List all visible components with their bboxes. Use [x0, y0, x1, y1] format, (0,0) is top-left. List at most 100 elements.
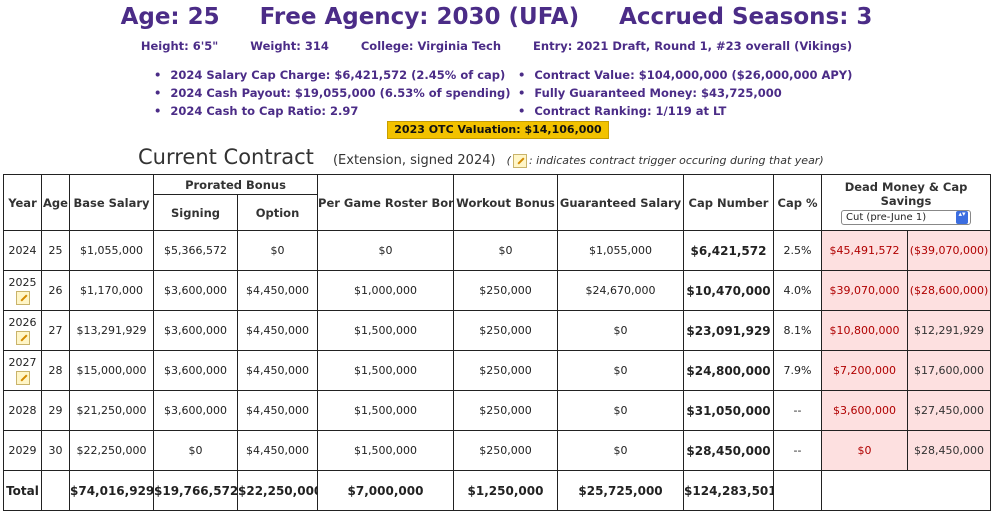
row-cap-pct: -- [773, 430, 823, 471]
row-roster-bonus: $1,000,000 [317, 270, 455, 311]
contract-heading: Current Contract (Extension, signed 2024… [138, 145, 824, 169]
header-signing: Signing [153, 194, 238, 231]
row-base-salary: $13,291,929 [69, 310, 154, 351]
row-dead-money: $3,600,000 [821, 390, 909, 431]
header-year: Year [3, 174, 42, 231]
college-stat: College: Virginia Tech [360, 39, 502, 53]
total-dead [821, 470, 992, 511]
header-prorated-bonus: Prorated Bonus [152, 174, 319, 195]
row-cap-savings: ($39,070,000) [907, 230, 992, 271]
row-year: 2026 [3, 310, 42, 351]
free-agency-stat: Free Agency: 2030 (UFA) [259, 4, 580, 30]
table-row: 2026 27 $13,291,929 $3,600,000 $4,450,000 $1,… [3, 310, 992, 351]
dead-money-scenario-select[interactable]: Cut (pre-June 1) [841, 210, 972, 225]
row-cap-number: $28,450,000 [683, 430, 775, 471]
row-cap-pct: -- [773, 390, 823, 431]
row-option-bonus: $4,450,000 [236, 430, 319, 471]
row-roster-bonus: $1,500,000 [317, 390, 455, 431]
entry-stat: Entry: 2021 Draft, Round 1, #23 overall … [533, 39, 853, 53]
trigger-legend-text: : indicates contract trigger occuring du… [528, 154, 824, 167]
total-guaranteed: $25,725,000 [557, 470, 685, 511]
row-dead-money: $7,200,000 [821, 350, 909, 391]
row-cap-number: $31,050,000 [683, 390, 775, 431]
row-base-salary: $22,250,000 [69, 430, 154, 471]
row-year: 2025 [3, 270, 42, 311]
row-workout-bonus: $250,000 [453, 430, 559, 471]
contract-table: Year Age Base Salary Prorated Bonus Per … [3, 174, 992, 511]
row-year: 2028 [3, 390, 42, 431]
table-row: 2028 29 $21,250,000 $3,600,000 $4,450,000 $1,… [3, 390, 992, 431]
total-base: $74,016,929 [69, 470, 154, 511]
summary-item: 2024 Salary Cap Charge: $6,421,572 (2.45… [154, 66, 511, 84]
table-row: 2029 30 $22,250,000 $0 $4,450,000 $1,500,000 $… [3, 430, 992, 471]
row-signing-bonus: $5,366,572 [153, 230, 238, 271]
header-workout-bonus: Workout Bonus [453, 174, 559, 231]
row-cap-savings: ($28,600,000) [907, 270, 992, 311]
row-guaranteed-salary: $1,055,000 [557, 230, 685, 271]
header-base-salary: Base Salary [69, 174, 154, 231]
total-label: Total [3, 470, 42, 511]
row-cap-savings: $28,450,000 [907, 430, 992, 471]
row-roster-bonus: $1,500,000 [317, 430, 455, 471]
header-guaranteed-salary: Guaranteed Salary [557, 174, 685, 231]
total-signing: $19,766,572 [153, 470, 238, 511]
weight-stat: Weight: 314 [250, 39, 329, 53]
row-age: 26 [41, 270, 70, 311]
row-option-bonus: $4,450,000 [236, 350, 319, 391]
row-age: 30 [41, 430, 70, 471]
row-cap-pct: 2.5% [773, 230, 823, 271]
header-dead-money: Dead Money & Cap Savings Cut (pre-June 1… [821, 174, 992, 231]
trigger-legend-open: ( [506, 154, 511, 167]
row-guaranteed-salary: $24,670,000 [557, 270, 685, 311]
row-cap-savings: $27,450,000 [907, 390, 992, 431]
row-year-label: 2027 [8, 356, 37, 369]
note-pencil-icon[interactable] [15, 331, 30, 345]
row-cap-number: $10,470,000 [683, 270, 775, 311]
row-cap-number: $24,800,000 [683, 350, 775, 391]
accrued-seasons-stat: Accrued Seasons: 3 [619, 4, 873, 30]
row-cap-pct: 8.1% [773, 310, 823, 351]
total-age [41, 470, 70, 511]
row-roster-bonus: $1,500,000 [317, 310, 455, 351]
total-cap: $124,283,501 [683, 470, 775, 511]
row-cap-savings: $17,600,000 [907, 350, 992, 391]
trigger-legend: ( : indicates contract trigger occuring d… [506, 154, 824, 168]
row-year: 2027 [3, 350, 42, 391]
contract-summary-list: Contract Value: $104,000,000 ($26,000,00… [518, 66, 852, 120]
row-cap-pct: 4.0% [773, 270, 823, 311]
contract-subtitle: (Extension, signed 2024) [332, 153, 496, 168]
cap-summary-list: 2024 Salary Cap Charge: $6,421,572 (2.45… [154, 66, 511, 120]
row-base-salary: $1,055,000 [69, 230, 154, 271]
row-dead-money: $39,070,000 [821, 270, 909, 311]
row-base-salary: $1,170,000 [69, 270, 154, 311]
note-pencil-icon[interactable] [15, 291, 30, 305]
row-age: 27 [41, 310, 70, 351]
row-year: 2029 [3, 430, 42, 471]
contract-title: Current Contract [138, 145, 314, 169]
row-dead-money: $0 [821, 430, 909, 471]
player-bio: Height: 6'5" Weight: 314 College: Virgin… [0, 39, 993, 53]
row-cap-pct: 7.9% [773, 350, 823, 391]
summary-item: Fully Guaranteed Money: $43,725,000 [518, 84, 852, 102]
header-cap-number: Cap Number [683, 174, 775, 231]
row-year: 2024 [3, 230, 42, 271]
age-stat: Age: 25 [120, 4, 220, 30]
row-dead-money: $10,800,000 [821, 310, 909, 351]
table-row: 2027 28 $15,000,000 $3,600,000 $4,450,000 $1,… [3, 350, 992, 391]
row-cap-number: $6,421,572 [683, 230, 775, 271]
table-row: 2025 26 $1,170,000 $3,600,000 $4,450,000 $1,0… [3, 270, 992, 311]
row-signing-bonus: $3,600,000 [153, 350, 238, 391]
row-workout-bonus: $250,000 [453, 270, 559, 311]
row-signing-bonus: $3,600,000 [153, 310, 238, 351]
row-guaranteed-salary: $0 [557, 430, 685, 471]
note-pencil-icon [512, 154, 527, 168]
row-cap-number: $23,091,929 [683, 310, 775, 351]
row-option-bonus: $4,450,000 [236, 270, 319, 311]
row-base-salary: $15,000,000 [69, 350, 154, 391]
total-option: $22,250,000 [236, 470, 319, 511]
total-pct [773, 470, 823, 511]
row-guaranteed-salary: $0 [557, 350, 685, 391]
summary-item: 2024 Cash to Cap Ratio: 2.97 [154, 102, 511, 120]
note-pencil-icon[interactable] [15, 371, 30, 385]
row-workout-bonus: $0 [453, 230, 559, 271]
